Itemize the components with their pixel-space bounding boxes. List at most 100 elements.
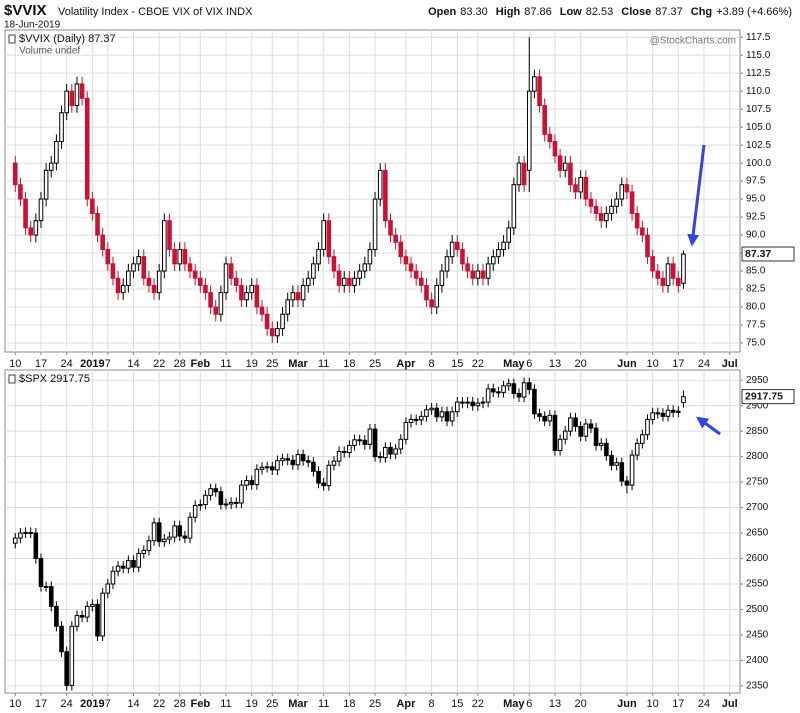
candle-body [64, 651, 69, 686]
candle-body [681, 396, 686, 404]
candle-body [501, 241, 506, 250]
candle-body [588, 198, 594, 207]
candle-body [645, 418, 650, 436]
candle-body [18, 532, 23, 539]
candle-body [33, 220, 39, 236]
candle-body [490, 388, 496, 393]
price-tag: 2917.75 [745, 390, 783, 402]
candle-body [398, 241, 404, 258]
candle-body [598, 442, 604, 446]
x-tick-label: 13 [549, 698, 561, 710]
candle-body [115, 277, 121, 294]
quote-label: Chg [691, 6, 712, 18]
candle-body [516, 392, 522, 398]
x-tick-label: Apr [396, 358, 416, 370]
price-tag-box [741, 246, 795, 262]
candle-body [655, 412, 661, 415]
candle-body [593, 427, 599, 446]
candle-body [300, 454, 306, 462]
y-tick-label: 2600 [746, 553, 769, 564]
candle-body [59, 112, 64, 143]
candle-body [69, 90, 75, 107]
candle-body [424, 284, 429, 301]
y-tick-label: 97.5 [746, 176, 766, 187]
candle-body [408, 418, 414, 423]
candle-body [38, 558, 44, 588]
candle-body [100, 234, 105, 250]
y-tick-label: 107.5 [746, 104, 771, 115]
candle-body [383, 169, 388, 222]
price-panel: 2350 2400 2450 2500 2550 2600 2650 2700 2750 2800… [4, 369, 795, 710]
candle-body [424, 409, 429, 417]
candle-body [383, 446, 388, 459]
candle-body [352, 277, 357, 286]
candle-body [172, 525, 177, 538]
candle-body [43, 169, 49, 200]
candle-body [305, 277, 311, 286]
candle-body [526, 382, 532, 390]
candle-body [341, 451, 347, 454]
description: Volatility Index - CBOE VIX of VIX INDX [58, 6, 253, 18]
candle-body [552, 414, 558, 451]
candle-body [295, 454, 301, 466]
x-tick-label: 25 [369, 358, 381, 370]
candle-body [655, 270, 661, 279]
candle-body [151, 522, 157, 542]
candle-body [501, 385, 506, 393]
candle-body [434, 284, 440, 308]
candle-body [249, 480, 255, 486]
candle-body [336, 451, 342, 462]
x-tick-label: 28 [174, 358, 186, 370]
quote-value: 82.53 [586, 6, 614, 18]
candle-body [23, 532, 28, 535]
candle-body [403, 421, 409, 440]
candle-body [198, 503, 203, 507]
x-tick-label: 10 [646, 358, 658, 370]
candle-body [568, 417, 573, 432]
candle-body [547, 133, 553, 143]
panels: 75.077.580.082.585.087.590.092.595.097.5… [4, 29, 795, 710]
candle-body [244, 480, 249, 486]
candle-body [311, 263, 316, 279]
y-tick-label: 115.0 [746, 50, 771, 61]
y-tick-label: 95.0 [746, 194, 766, 205]
candle-body [444, 411, 450, 422]
candle-body [120, 565, 126, 569]
x-tick-label: 24 [61, 358, 73, 370]
candle-body [64, 90, 69, 114]
y-tick-label: 92.5 [746, 212, 766, 223]
x-tick-label: 2019 [80, 698, 104, 710]
plot-frame [4, 369, 741, 694]
candle-body [604, 442, 609, 457]
x-tick-label: 22 [153, 358, 165, 370]
candle-body [110, 570, 116, 585]
x-tick-label: 20 [575, 358, 587, 370]
candle-body [54, 141, 59, 164]
candle-body [676, 277, 681, 286]
arrow [696, 416, 721, 436]
candle-body [604, 212, 609, 222]
y-tick-label: 2550 [746, 579, 769, 590]
candle-body [192, 270, 198, 279]
y-tick-label: 2950 [746, 375, 769, 386]
candle-body [449, 241, 455, 258]
candle-body [172, 248, 177, 265]
candle-body [532, 76, 537, 92]
candle-body [634, 442, 640, 456]
y-tick-label: 2850 [746, 426, 769, 437]
candle-body [485, 263, 491, 279]
candle-body [295, 292, 301, 301]
y-tick-label: 2450 [746, 630, 769, 641]
candle-body [275, 328, 280, 337]
candle-body [557, 438, 563, 451]
candle-body [300, 284, 306, 301]
legend: $SPX 2917.75 [19, 373, 90, 385]
candle-body [239, 284, 244, 301]
candle-body [367, 248, 373, 265]
candle-body [311, 461, 316, 472]
candle-body [12, 537, 18, 544]
candle-body [90, 603, 95, 607]
candle-body [239, 484, 244, 504]
candle-body [578, 177, 583, 193]
candle-body [115, 565, 121, 572]
